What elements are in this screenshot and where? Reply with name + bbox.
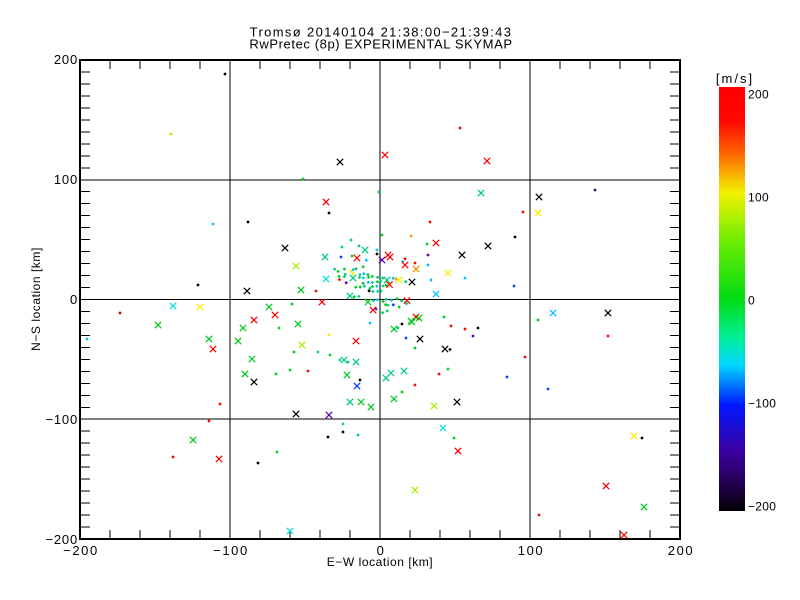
svg-text:E−W location [km]: E−W location [km]	[327, 555, 433, 569]
svg-text:−200: −200	[46, 532, 78, 547]
svg-text:100: 100	[54, 172, 78, 187]
svg-text:0: 0	[70, 292, 78, 307]
svg-text:−100: −100	[748, 397, 776, 411]
svg-text:200: 200	[54, 52, 78, 67]
svg-text:RwPretec (8p) EXPERIMENTAL SKY: RwPretec (8p) EXPERIMENTAL SKYMAP	[249, 37, 512, 52]
svg-text:100: 100	[518, 543, 545, 558]
svg-text:100: 100	[748, 191, 769, 205]
svg-text:−100: −100	[46, 412, 78, 427]
svg-text:−200: −200	[748, 500, 776, 514]
svg-text:N−S location [km]: N−S location [km]	[29, 247, 43, 351]
svg-text:0: 0	[748, 294, 755, 308]
svg-text:0: 0	[377, 543, 386, 558]
svg-text:200: 200	[748, 88, 769, 102]
svg-text:[m/s]: [m/s]	[716, 71, 754, 86]
svg-text:−200: −200	[63, 543, 99, 558]
svg-text:−100: −100	[213, 543, 249, 558]
svg-text:Tromsø 20140104 21:38:00−21:39: Tromsø 20140104 21:38:00−21:39:43	[250, 25, 513, 40]
svg-text:200: 200	[668, 543, 695, 558]
